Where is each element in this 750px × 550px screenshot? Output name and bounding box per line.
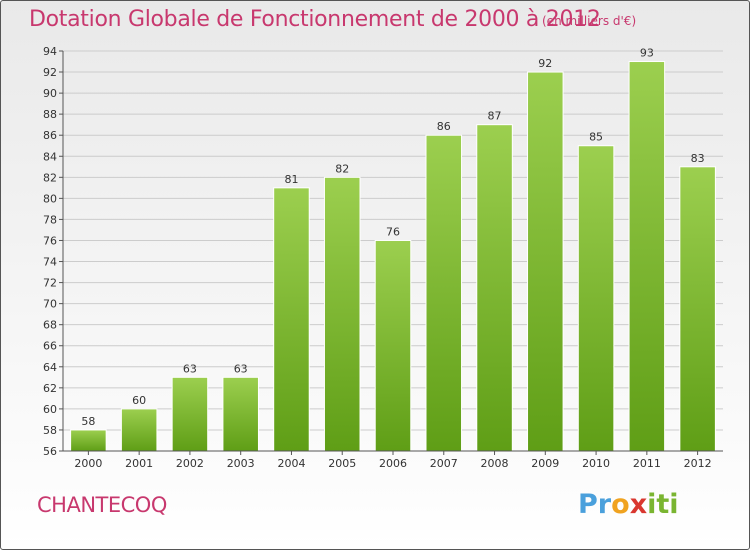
- data-label: 63: [234, 362, 248, 375]
- data-label: 63: [183, 362, 197, 375]
- y-tick-label: 62: [43, 382, 57, 395]
- bar: [323, 176, 361, 452]
- x-tick-label: 2002: [176, 457, 204, 470]
- x-tick-label: 2007: [430, 457, 458, 470]
- logo-letter: i: [647, 489, 657, 520]
- x-tick-label: 2008: [481, 457, 509, 470]
- data-label: 58: [81, 415, 95, 428]
- y-tick-label: 90: [43, 87, 57, 100]
- y-tick-label: 66: [43, 340, 57, 353]
- y-tick-label: 60: [43, 403, 57, 416]
- data-label: 76: [386, 225, 400, 238]
- chart-subtitle: (en milliers d'€): [542, 14, 637, 28]
- proxiti-logo: Proxiti: [578, 489, 679, 520]
- logo-letter: t: [656, 489, 670, 520]
- y-tick-label: 72: [43, 277, 57, 290]
- y-tick-label: 64: [43, 361, 57, 374]
- commune-name: CHANTECOQ: [37, 493, 167, 517]
- bar: [374, 239, 412, 452]
- y-tick-label: 58: [43, 424, 57, 437]
- x-tick-label: 2000: [74, 457, 102, 470]
- bar: [222, 376, 259, 452]
- bar: [577, 145, 615, 452]
- x-tick-label: 2005: [328, 457, 356, 470]
- axes: [59, 50, 723, 455]
- y-tick-label: 82: [43, 171, 57, 184]
- labels: 56 58 60 62 64 66 68 70 72 74 76 78 80 82 84 86 88 90 92 94…: [43, 45, 712, 470]
- y-tick-label: 94: [43, 45, 57, 58]
- y-tick-label: 80: [43, 192, 57, 205]
- data-label: 92: [538, 57, 552, 70]
- logo-letter: i: [669, 489, 679, 520]
- y-tick-label: 68: [43, 319, 57, 332]
- bar: [628, 61, 666, 452]
- bar: [527, 71, 564, 452]
- bars: [70, 61, 716, 452]
- y-tick-label: 78: [43, 213, 57, 226]
- data-label: 82: [335, 162, 349, 175]
- y-tick-label: 86: [43, 129, 57, 142]
- x-tick-label: 2011: [633, 457, 661, 470]
- y-tick-label: 70: [43, 298, 57, 311]
- data-label: 87: [488, 110, 502, 123]
- y-tick-label: 88: [43, 108, 57, 121]
- y-tick-label: 74: [43, 256, 57, 269]
- x-tick-label: 2012: [684, 457, 712, 470]
- y-tick-label: 56: [43, 445, 57, 458]
- data-label: 85: [589, 131, 603, 144]
- x-tick-label: 2003: [227, 457, 255, 470]
- bar: [120, 408, 158, 452]
- x-tick-label: 2009: [531, 457, 559, 470]
- logo-letter: o: [611, 489, 630, 520]
- x-tick-label: 2006: [379, 457, 407, 470]
- logo-letter: r: [597, 489, 612, 520]
- logo-letter: x: [629, 489, 648, 520]
- logo-letter: P: [578, 489, 598, 520]
- data-label: 83: [691, 152, 705, 165]
- data-label: 81: [284, 173, 298, 186]
- data-label: 86: [437, 120, 451, 133]
- bar: [679, 166, 716, 452]
- bar: [425, 134, 463, 452]
- y-tick-label: 84: [43, 150, 57, 163]
- data-label: 93: [640, 47, 654, 60]
- bar: [476, 124, 513, 452]
- data-label: 60: [132, 394, 146, 407]
- bar: [70, 429, 107, 452]
- bar: [273, 187, 310, 452]
- x-tick-label: 2001: [125, 457, 153, 470]
- chart-title: Dotation Globale de Fonctionnement de 20…: [29, 7, 601, 32]
- y-tick-label: 92: [43, 66, 57, 79]
- bar: [171, 376, 209, 452]
- y-tick-label: 76: [43, 234, 57, 247]
- x-tick-label: 2010: [582, 457, 610, 470]
- x-tick-label: 2004: [277, 457, 305, 470]
